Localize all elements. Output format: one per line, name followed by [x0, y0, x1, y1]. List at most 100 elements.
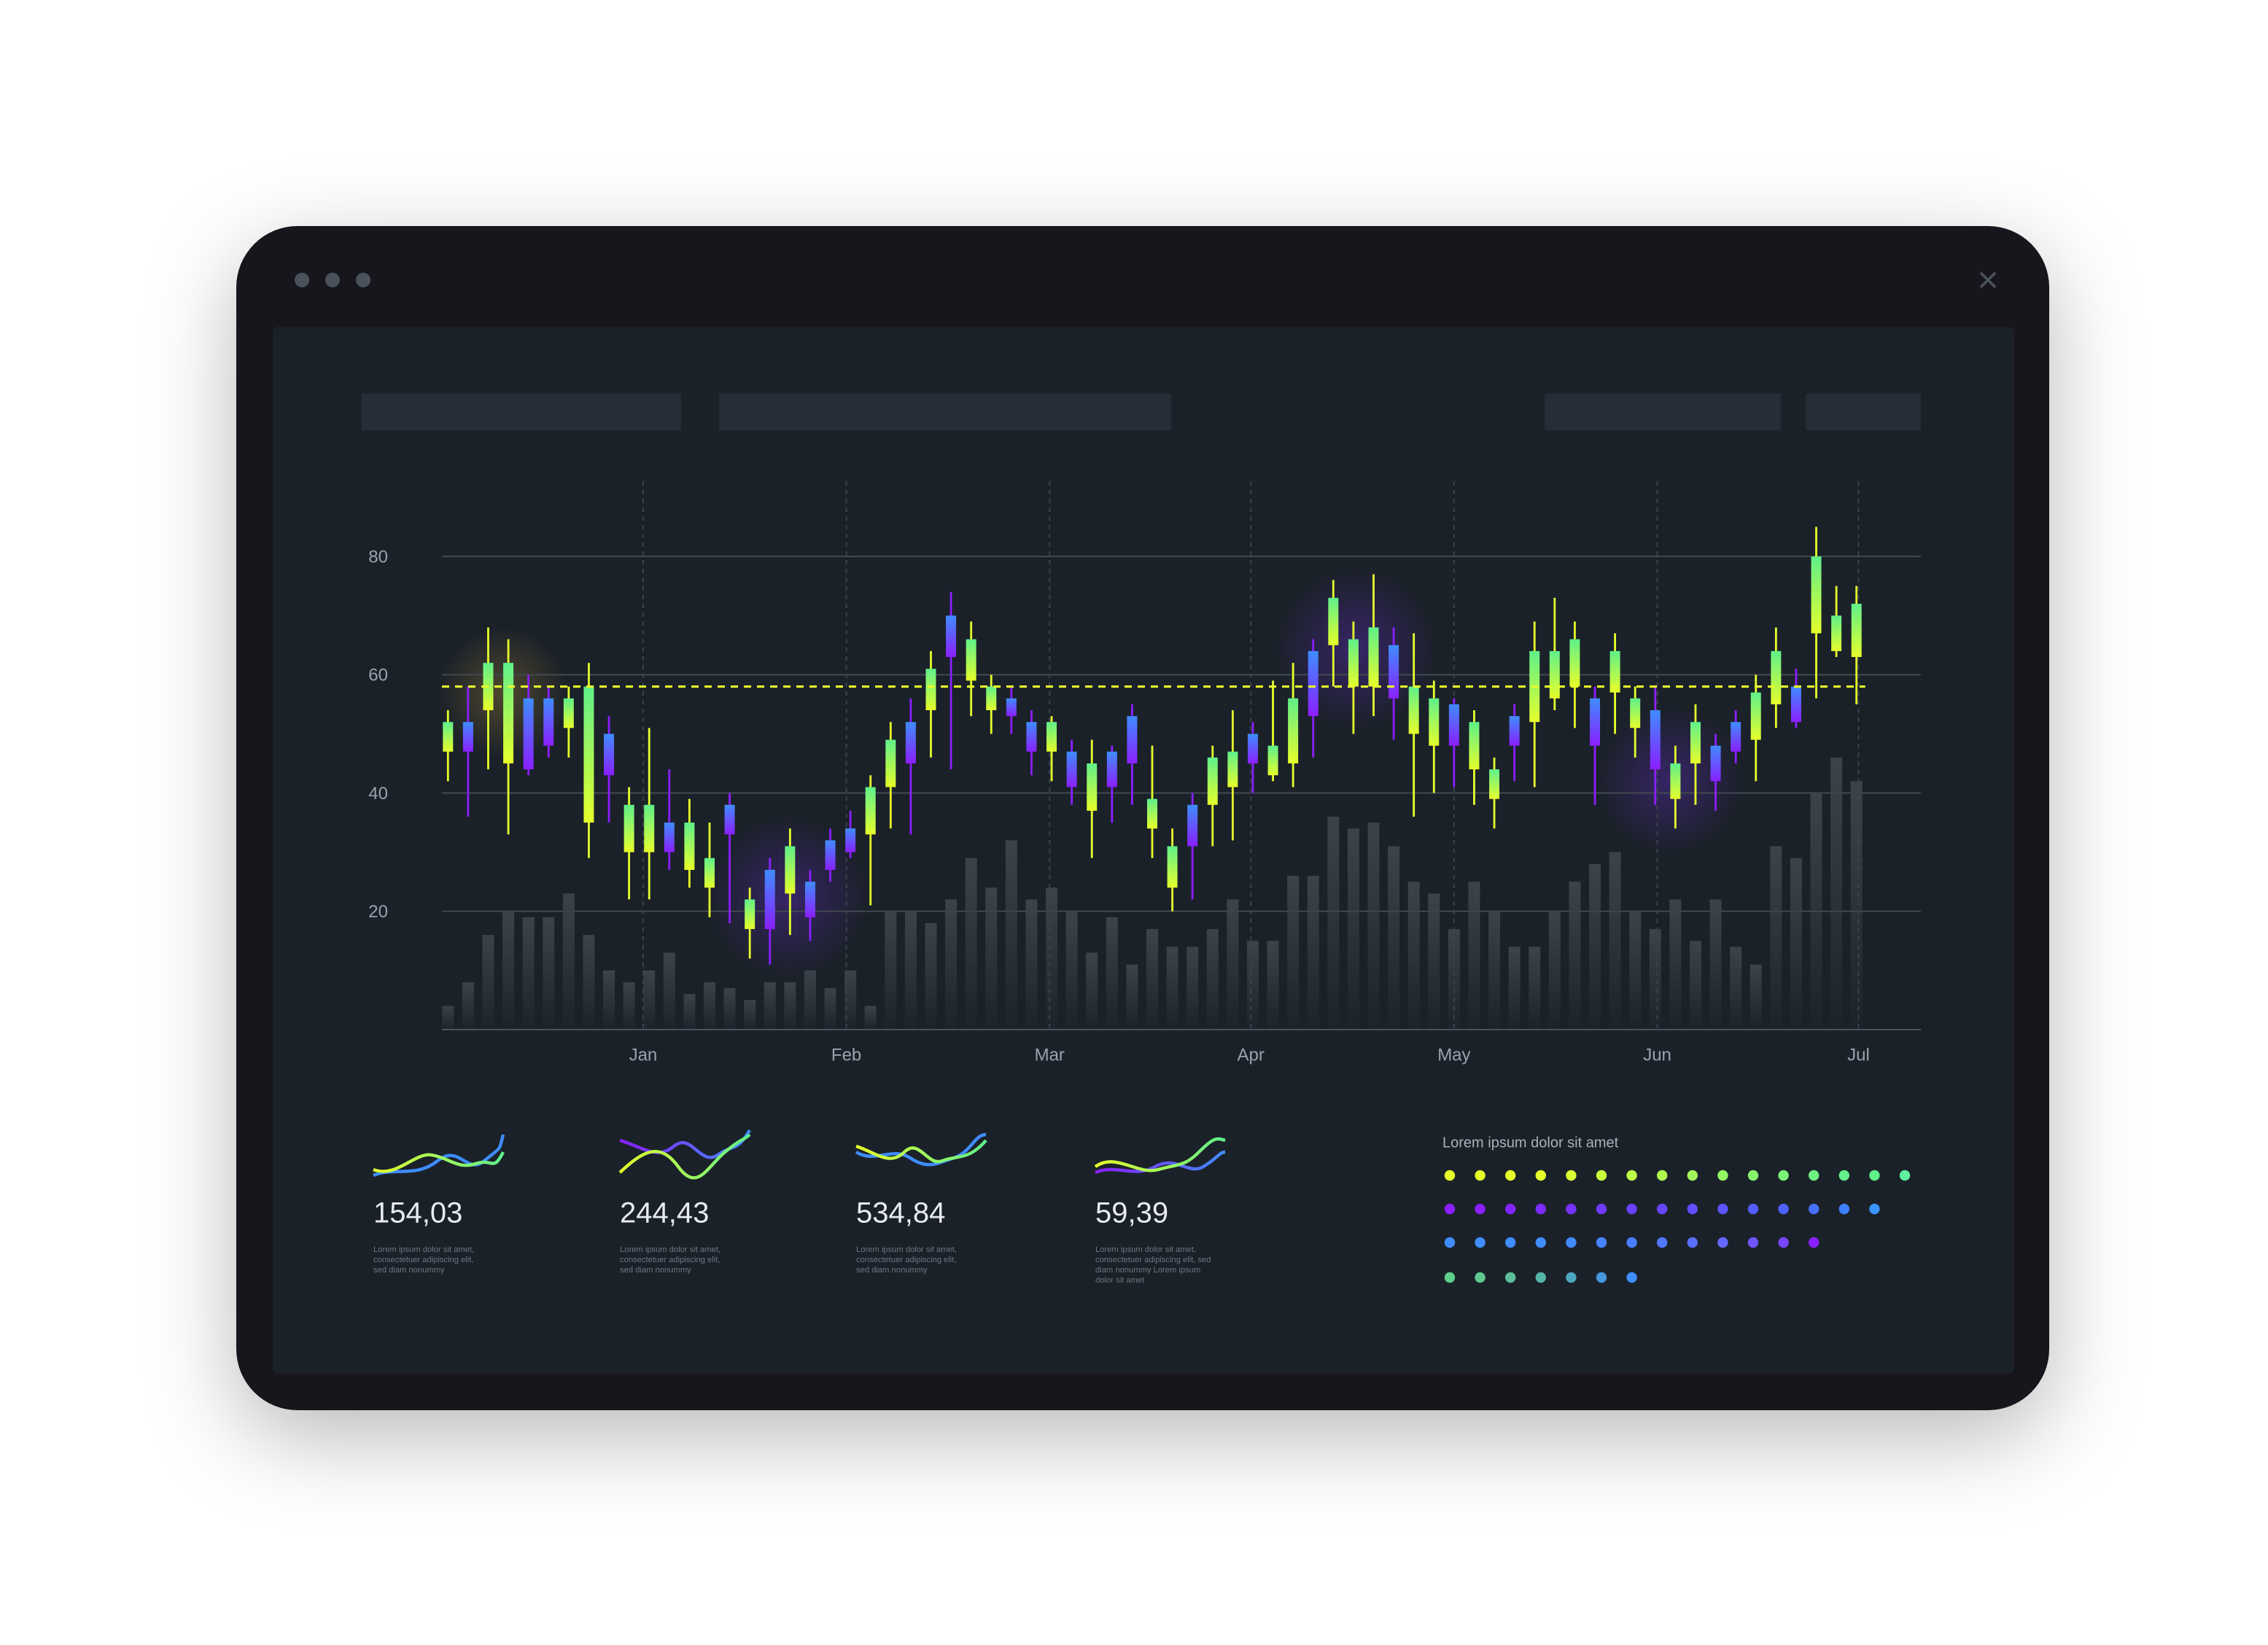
volume-bar: [1327, 817, 1340, 1030]
volume-bar: [925, 923, 937, 1030]
window-dot[interactable]: [325, 273, 340, 287]
dot: [1778, 1203, 1789, 1215]
candle-body: [443, 722, 454, 752]
candle-body: [583, 686, 594, 823]
dot: [1475, 1170, 1486, 1181]
volume-bar: [1830, 757, 1843, 1030]
dot: [1475, 1237, 1486, 1248]
candle-body: [624, 804, 634, 852]
volume-bar: [1206, 929, 1219, 1030]
candle-body: [1710, 745, 1721, 782]
volume-bar: [683, 994, 696, 1030]
glow: [707, 817, 868, 977]
volume-bar: [744, 1000, 756, 1030]
volume-bar: [864, 1006, 877, 1030]
candle-body: [1308, 650, 1319, 717]
dot: [1869, 1203, 1880, 1215]
volume-bar: [723, 988, 736, 1030]
volume-bar: [1749, 964, 1762, 1030]
dot: [1778, 1237, 1789, 1248]
dot: [1596, 1237, 1607, 1248]
dot: [1444, 1170, 1456, 1181]
candle-body: [966, 639, 976, 681]
stat-description: dolor sit amet: [1095, 1276, 1145, 1285]
volume-bar: [1227, 899, 1239, 1030]
candle-body: [1609, 650, 1620, 693]
candle-body: [1670, 763, 1681, 799]
dot: [1475, 1203, 1486, 1215]
placeholder-bar: [719, 394, 1171, 430]
volume-bar: [1468, 882, 1480, 1030]
candle-body: [1187, 804, 1198, 847]
y-tick-label: 80: [368, 547, 388, 567]
placeholder-bar: [1806, 394, 1921, 430]
volume-bar: [1246, 941, 1259, 1030]
candle-body: [825, 840, 836, 870]
volume-bar: [904, 911, 917, 1030]
volume-bar: [945, 899, 958, 1030]
candle-body: [604, 734, 615, 776]
candle-body: [563, 698, 574, 728]
stat-description: Lorem ipsum dolor sit amet,: [1095, 1245, 1196, 1254]
volume-bar: [1669, 899, 1682, 1030]
candle-body: [1227, 751, 1238, 788]
dot: [1687, 1170, 1698, 1181]
volume-bar: [1488, 911, 1501, 1030]
candle-body: [986, 686, 997, 710]
candle-body: [1046, 722, 1057, 752]
window-dot[interactable]: [295, 273, 309, 287]
volume-bar: [482, 935, 494, 1030]
sparkline: [855, 1132, 987, 1167]
candle-body: [644, 804, 655, 852]
candle-body: [745, 899, 756, 930]
dot: [1747, 1170, 1759, 1181]
candle-body: [1267, 745, 1278, 776]
candle-body: [1771, 650, 1782, 704]
stat-description: sed diam nonummy: [373, 1266, 445, 1275]
candle-body: [1650, 710, 1661, 770]
candle-body: [1328, 597, 1339, 645]
candle-body: [1389, 645, 1399, 699]
volume-bar: [844, 970, 857, 1030]
candle-body: [1368, 627, 1379, 687]
volume-bar: [1649, 929, 1661, 1030]
close-button[interactable]: [1979, 271, 1997, 289]
volume-bar: [1287, 876, 1300, 1030]
candle-body: [1448, 704, 1459, 746]
candle-body: [1408, 686, 1419, 734]
candle-body: [1509, 716, 1520, 746]
dot: [1535, 1237, 1546, 1248]
volume-bar: [583, 935, 595, 1030]
sparkline: [618, 1129, 751, 1180]
volume-bar: [985, 887, 998, 1030]
candle-body: [1489, 769, 1500, 799]
dot: [1566, 1170, 1577, 1181]
volume-bar: [1126, 964, 1138, 1030]
candle-body: [1590, 698, 1601, 746]
stat-description: consectetuer adipiscing elit, sed: [1095, 1256, 1211, 1264]
dot: [1505, 1272, 1516, 1283]
x-tick-label: Jul: [1847, 1045, 1870, 1065]
volume-bar: [1689, 941, 1701, 1030]
x-tick-label: Feb: [831, 1045, 861, 1065]
dot: [1687, 1237, 1698, 1248]
candle-body: [1549, 650, 1560, 699]
stat-description: sed diam nonummy: [620, 1266, 691, 1275]
volume-bar: [764, 982, 776, 1030]
y-tick-label: 20: [368, 902, 388, 922]
x-tick-label: Mar: [1035, 1045, 1065, 1065]
stat-description: sed diam nonummy: [856, 1266, 928, 1275]
stat-value: 244,43: [620, 1197, 709, 1229]
candle-body: [1066, 751, 1077, 788]
y-tick-label: 60: [368, 666, 388, 685]
window-dot[interactable]: [356, 273, 370, 287]
stat-description: Lorem ipsum dolor sit amet,: [620, 1245, 721, 1254]
stat-cards: 154,03 Lorem ipsum dolor sit amet, consect…: [373, 1197, 1211, 1285]
volume-bar: [1609, 852, 1621, 1030]
volume-bar: [1166, 946, 1178, 1030]
candle-body: [865, 787, 876, 835]
dot: [1505, 1170, 1516, 1181]
candle-body: [845, 828, 856, 852]
volume-bar: [1709, 899, 1722, 1030]
candle-body: [684, 822, 695, 870]
